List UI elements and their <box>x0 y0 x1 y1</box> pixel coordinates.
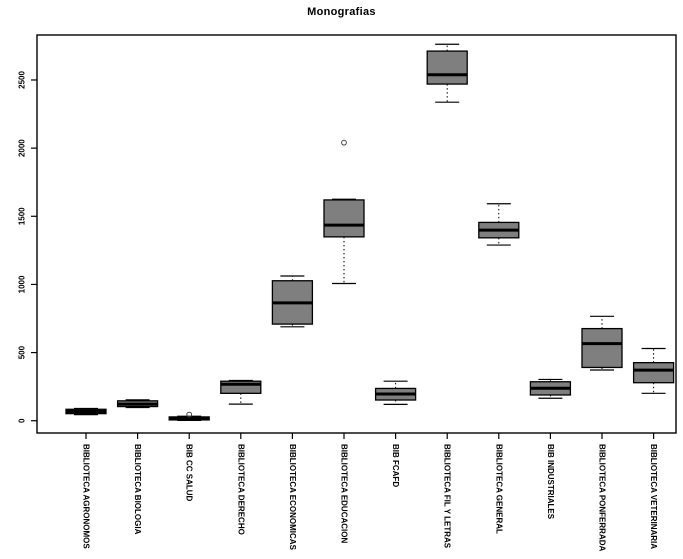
y-axis-tick-label: 500 <box>18 345 27 359</box>
iqr-box <box>426 50 468 85</box>
iqr-box <box>632 362 675 384</box>
iqr-box <box>581 327 623 369</box>
plot-border <box>36 34 677 434</box>
x-axis-tick-label: BIB CC SALUD <box>185 444 194 502</box>
x-axis-tick-label: BIB FCAFD <box>391 444 400 487</box>
y-axis-tick-label: 2500 <box>18 71 27 89</box>
x-axis-tick-label: BIBLIOTECA ECONOMICAS <box>288 444 297 551</box>
y-axis-tick-label: 1500 <box>18 207 27 225</box>
y-axis-tick-label: 1000 <box>18 275 27 293</box>
x-axis-tick-label: BIBLIOTECA DERECHO <box>236 444 245 535</box>
x-axis-tick-label: BIBLIOTECA FIL Y LETRAS <box>443 444 452 549</box>
chart-title: Monografias <box>307 6 376 18</box>
outlier-point <box>341 139 347 146</box>
x-axis-tick-label: BIBLIOTECA GENERAL <box>494 444 503 534</box>
x-axis-tick-label: BIBLIOTECA PONFERRADA <box>598 444 607 551</box>
y-axis-tick-label: 0 <box>18 418 27 423</box>
x-axis-tick-label: BIBLIOTECA AGRONOMOS <box>82 444 91 549</box>
iqr-box <box>323 199 365 238</box>
x-axis-tick-label: BIBLIOTECA BIOLOGIA <box>133 444 142 535</box>
y-axis-tick-label: 2000 <box>18 139 27 157</box>
x-axis-tick-label: BIBLIOTECA EDUCACION <box>340 444 349 543</box>
outlier-point <box>186 411 193 418</box>
x-axis-tick-label: BIB INDUSTRIALES <box>546 444 555 520</box>
x-axis-tick-label: BIBLIOTECA VETERINARIA <box>649 444 658 549</box>
